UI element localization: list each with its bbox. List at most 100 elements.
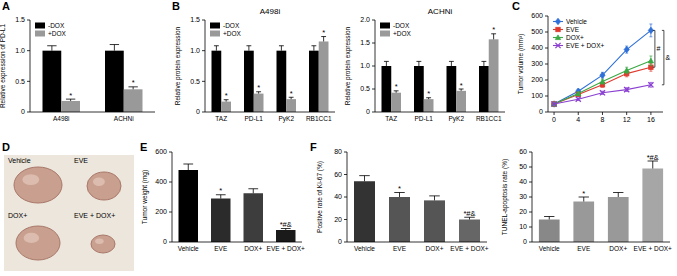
legend-label: +DOX	[223, 30, 242, 37]
significance-mark: &	[665, 54, 670, 61]
y-axis-line	[30, 20, 31, 112]
x-tick	[602, 112, 603, 115]
x-tick-label: DOX+	[609, 245, 627, 252]
y-tick	[529, 197, 532, 198]
bar	[43, 51, 62, 112]
x-axis-line	[205, 112, 335, 113]
legend-label: DOX+	[566, 34, 584, 41]
y-tick	[202, 112, 205, 113]
legend-label: -DOX	[223, 22, 240, 29]
bars	[43, 45, 143, 112]
y-tick	[169, 152, 172, 153]
y-tick-label: 10	[519, 223, 527, 230]
x-tick-label: 4	[576, 116, 580, 123]
x-tick-label: ACHNi	[114, 115, 134, 122]
bar	[276, 230, 296, 242]
y-tick-label: 0	[366, 108, 370, 115]
y-tick	[545, 64, 548, 65]
bar	[382, 66, 392, 112]
legend-swatch	[210, 23, 220, 29]
y-tick-label: 300	[531, 60, 543, 67]
error-bar	[648, 161, 658, 169]
bar	[456, 91, 466, 112]
y-tick	[27, 81, 30, 82]
y-tick-label: 2.0	[360, 16, 370, 23]
error-bar	[214, 46, 219, 51]
y-tick-label: 0	[196, 108, 200, 115]
tumor-highlight	[24, 233, 39, 243]
x-tick	[554, 112, 555, 115]
significance-mark: #	[656, 45, 660, 52]
error-bar	[216, 195, 226, 199]
x-tick-label: TAZ	[385, 115, 397, 122]
bar	[244, 51, 254, 112]
y-tick	[372, 66, 375, 67]
bar-chart: **A498iACHNi00.51.01.5Relative expressio…	[0, 16, 155, 122]
x-tick-label: EVE + DOX+	[267, 245, 305, 252]
legend-swatch	[380, 31, 390, 37]
y-tick-label: 40	[519, 178, 527, 185]
x-tick-label: 16	[647, 116, 655, 123]
legend-label: +DOX	[393, 30, 412, 37]
bars	[179, 164, 296, 242]
legend-label: -DOX	[393, 22, 410, 29]
panel-label: B	[172, 0, 180, 12]
y-tick	[372, 20, 375, 21]
x-tick-label: EVE + DOX+	[634, 245, 672, 252]
y-tick-label: 200	[155, 208, 167, 215]
bars	[212, 37, 329, 112]
y-axis-label: TUNEL-apoptosis rate (%)	[501, 159, 509, 235]
x-tick-label: RB1CC1	[306, 115, 332, 122]
point	[576, 97, 581, 102]
bar-chart: **#&VehicleEVEDOX+EVE + DOX+010203040506…	[501, 148, 672, 252]
y-axis-line	[172, 152, 173, 242]
x-axis-line	[347, 242, 487, 243]
point	[648, 82, 653, 87]
y-tick	[169, 212, 172, 213]
bar	[277, 51, 287, 112]
y-tick-label: 0	[163, 238, 167, 245]
bar	[424, 99, 434, 112]
bar	[539, 220, 560, 243]
error-bar	[384, 61, 389, 66]
error-bar	[246, 46, 251, 51]
x-tick	[626, 112, 627, 115]
tumor-label: Vehicle	[8, 157, 31, 164]
error-bar	[429, 196, 440, 201]
y-axis-label: Tumor weight (mg)	[141, 170, 149, 224]
error-bar	[110, 45, 119, 51]
x-tick-label: Vehicle	[354, 245, 375, 252]
x-axis-line	[375, 112, 505, 113]
legend-marker	[555, 35, 560, 40]
y-tick	[202, 81, 205, 82]
chart-title: ACHNi	[428, 7, 453, 16]
significance-mark: *	[69, 91, 72, 100]
y-tick	[545, 96, 548, 97]
x-axis-line	[30, 112, 155, 113]
panel-label: F	[310, 141, 317, 153]
y-tick	[545, 48, 548, 49]
significance-mark: *	[582, 189, 585, 198]
y-tick-label: 100	[531, 92, 543, 99]
x-axis-line	[548, 112, 663, 113]
tumor-highlight	[93, 178, 105, 186]
x-tick-label: 8	[601, 116, 605, 123]
y-tick-label: 600	[531, 12, 543, 19]
photo-panel: DVehicleEVEDOX+EVE + DOX+	[2, 141, 134, 271]
x-tick-label: RB1CC1	[476, 115, 502, 122]
x-tick-label: DOX+	[426, 245, 444, 252]
bar	[212, 51, 222, 112]
bar	[309, 51, 319, 112]
y-tick	[27, 20, 30, 21]
x-tick-label: Vehicle	[539, 245, 560, 252]
bar	[479, 66, 489, 112]
y-tick	[344, 219, 347, 220]
bars	[539, 161, 663, 242]
y-tick	[202, 50, 205, 51]
tumor-image	[87, 172, 121, 200]
tumor-image	[91, 235, 115, 253]
tumor-highlight	[22, 174, 39, 185]
point	[624, 46, 629, 52]
y-tick-label: 50	[519, 163, 527, 170]
bar	[389, 197, 410, 242]
